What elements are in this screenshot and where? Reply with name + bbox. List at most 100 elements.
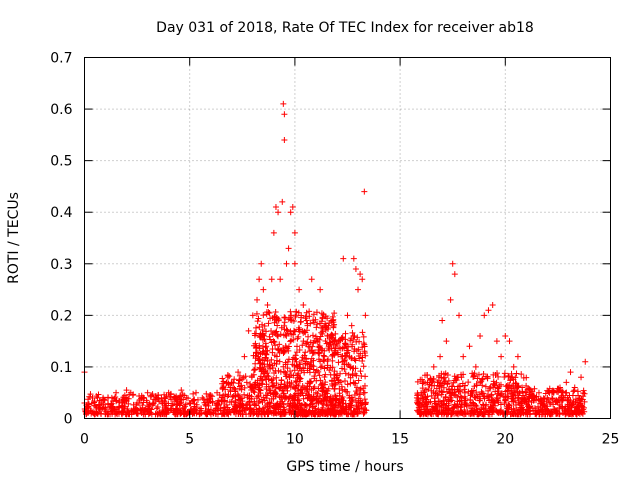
data-point	[320, 401, 327, 408]
data-point	[456, 312, 463, 319]
data-point	[288, 337, 295, 344]
data-point	[485, 394, 492, 401]
data-point	[86, 393, 93, 400]
data-point	[298, 410, 305, 417]
data-point	[324, 332, 331, 339]
data-point	[558, 394, 565, 401]
data-point	[164, 407, 171, 414]
data-point	[462, 395, 469, 402]
data-point	[465, 379, 472, 386]
data-point	[210, 410, 217, 417]
data-point	[235, 410, 242, 417]
data-point	[270, 382, 277, 389]
data-point	[292, 313, 299, 320]
data-point	[346, 353, 353, 360]
data-point	[255, 353, 262, 360]
data-point	[443, 338, 450, 345]
data-point	[502, 388, 509, 395]
data-point	[338, 353, 345, 360]
data-point	[252, 402, 259, 409]
data-point	[353, 338, 360, 345]
data-point	[315, 368, 322, 375]
data-point	[322, 324, 329, 331]
data-point	[468, 408, 475, 415]
data-point	[91, 411, 98, 418]
data-point	[525, 404, 532, 411]
data-point	[419, 385, 426, 392]
data-point	[481, 395, 488, 402]
data-point	[344, 381, 351, 388]
data-point	[268, 328, 275, 335]
data-point	[550, 389, 557, 396]
data-point	[264, 392, 271, 399]
data-point	[549, 395, 556, 402]
data-point	[318, 410, 325, 417]
data-point	[302, 360, 309, 367]
y-axis: 0 0.1 0.2 0.3 0.4 0.5 0.6 0.7	[50, 51, 611, 428]
data-point	[221, 397, 228, 404]
data-point	[518, 371, 525, 378]
data-point	[289, 204, 296, 211]
data-point	[312, 316, 319, 323]
data-point	[256, 398, 263, 405]
data-point	[515, 399, 522, 406]
data-point	[256, 276, 263, 283]
data-point	[307, 339, 314, 346]
data-point	[286, 374, 293, 381]
data-point	[318, 310, 325, 317]
data-point	[193, 404, 200, 411]
data-point	[263, 343, 270, 350]
data-point	[154, 403, 161, 410]
data-point	[203, 390, 210, 397]
data-point	[310, 366, 317, 373]
data-point	[324, 402, 331, 409]
data-point	[267, 336, 274, 343]
data-point	[293, 349, 300, 356]
data-point	[453, 403, 460, 410]
data-point	[282, 373, 289, 380]
data-point	[283, 394, 290, 401]
data-point	[355, 377, 362, 384]
data-point	[215, 407, 222, 414]
data-point	[293, 379, 300, 386]
data-point	[149, 401, 156, 407]
data-point	[294, 335, 301, 342]
data-point	[294, 374, 301, 381]
data-point	[221, 407, 228, 414]
data-point	[416, 411, 423, 418]
data-point	[282, 359, 289, 366]
data-point	[430, 411, 437, 418]
data-point	[484, 375, 491, 382]
data-point	[551, 406, 558, 413]
data-point	[323, 390, 330, 397]
data-point	[324, 315, 331, 322]
data-point	[222, 406, 229, 413]
data-point	[413, 394, 420, 401]
data-point	[509, 410, 516, 417]
data-point	[576, 397, 583, 404]
data-point	[307, 359, 314, 366]
data-point	[256, 356, 263, 363]
data-point	[354, 334, 361, 341]
data-point	[173, 401, 180, 408]
data-point	[298, 312, 305, 319]
data-point	[275, 346, 282, 353]
data-point	[265, 309, 272, 316]
data-point	[516, 409, 523, 416]
data-point	[149, 391, 156, 398]
data-point	[112, 411, 119, 418]
data-point	[182, 403, 189, 410]
data-point	[268, 339, 275, 346]
data-point	[326, 339, 333, 346]
data-point	[352, 408, 359, 415]
data-point	[349, 399, 356, 406]
data-point	[85, 405, 92, 412]
data-point	[302, 355, 309, 362]
data-point	[180, 410, 187, 417]
data-point	[433, 407, 440, 414]
data-point	[228, 398, 235, 405]
data-point	[300, 365, 307, 372]
data-point	[350, 333, 357, 340]
data-point	[259, 343, 266, 350]
